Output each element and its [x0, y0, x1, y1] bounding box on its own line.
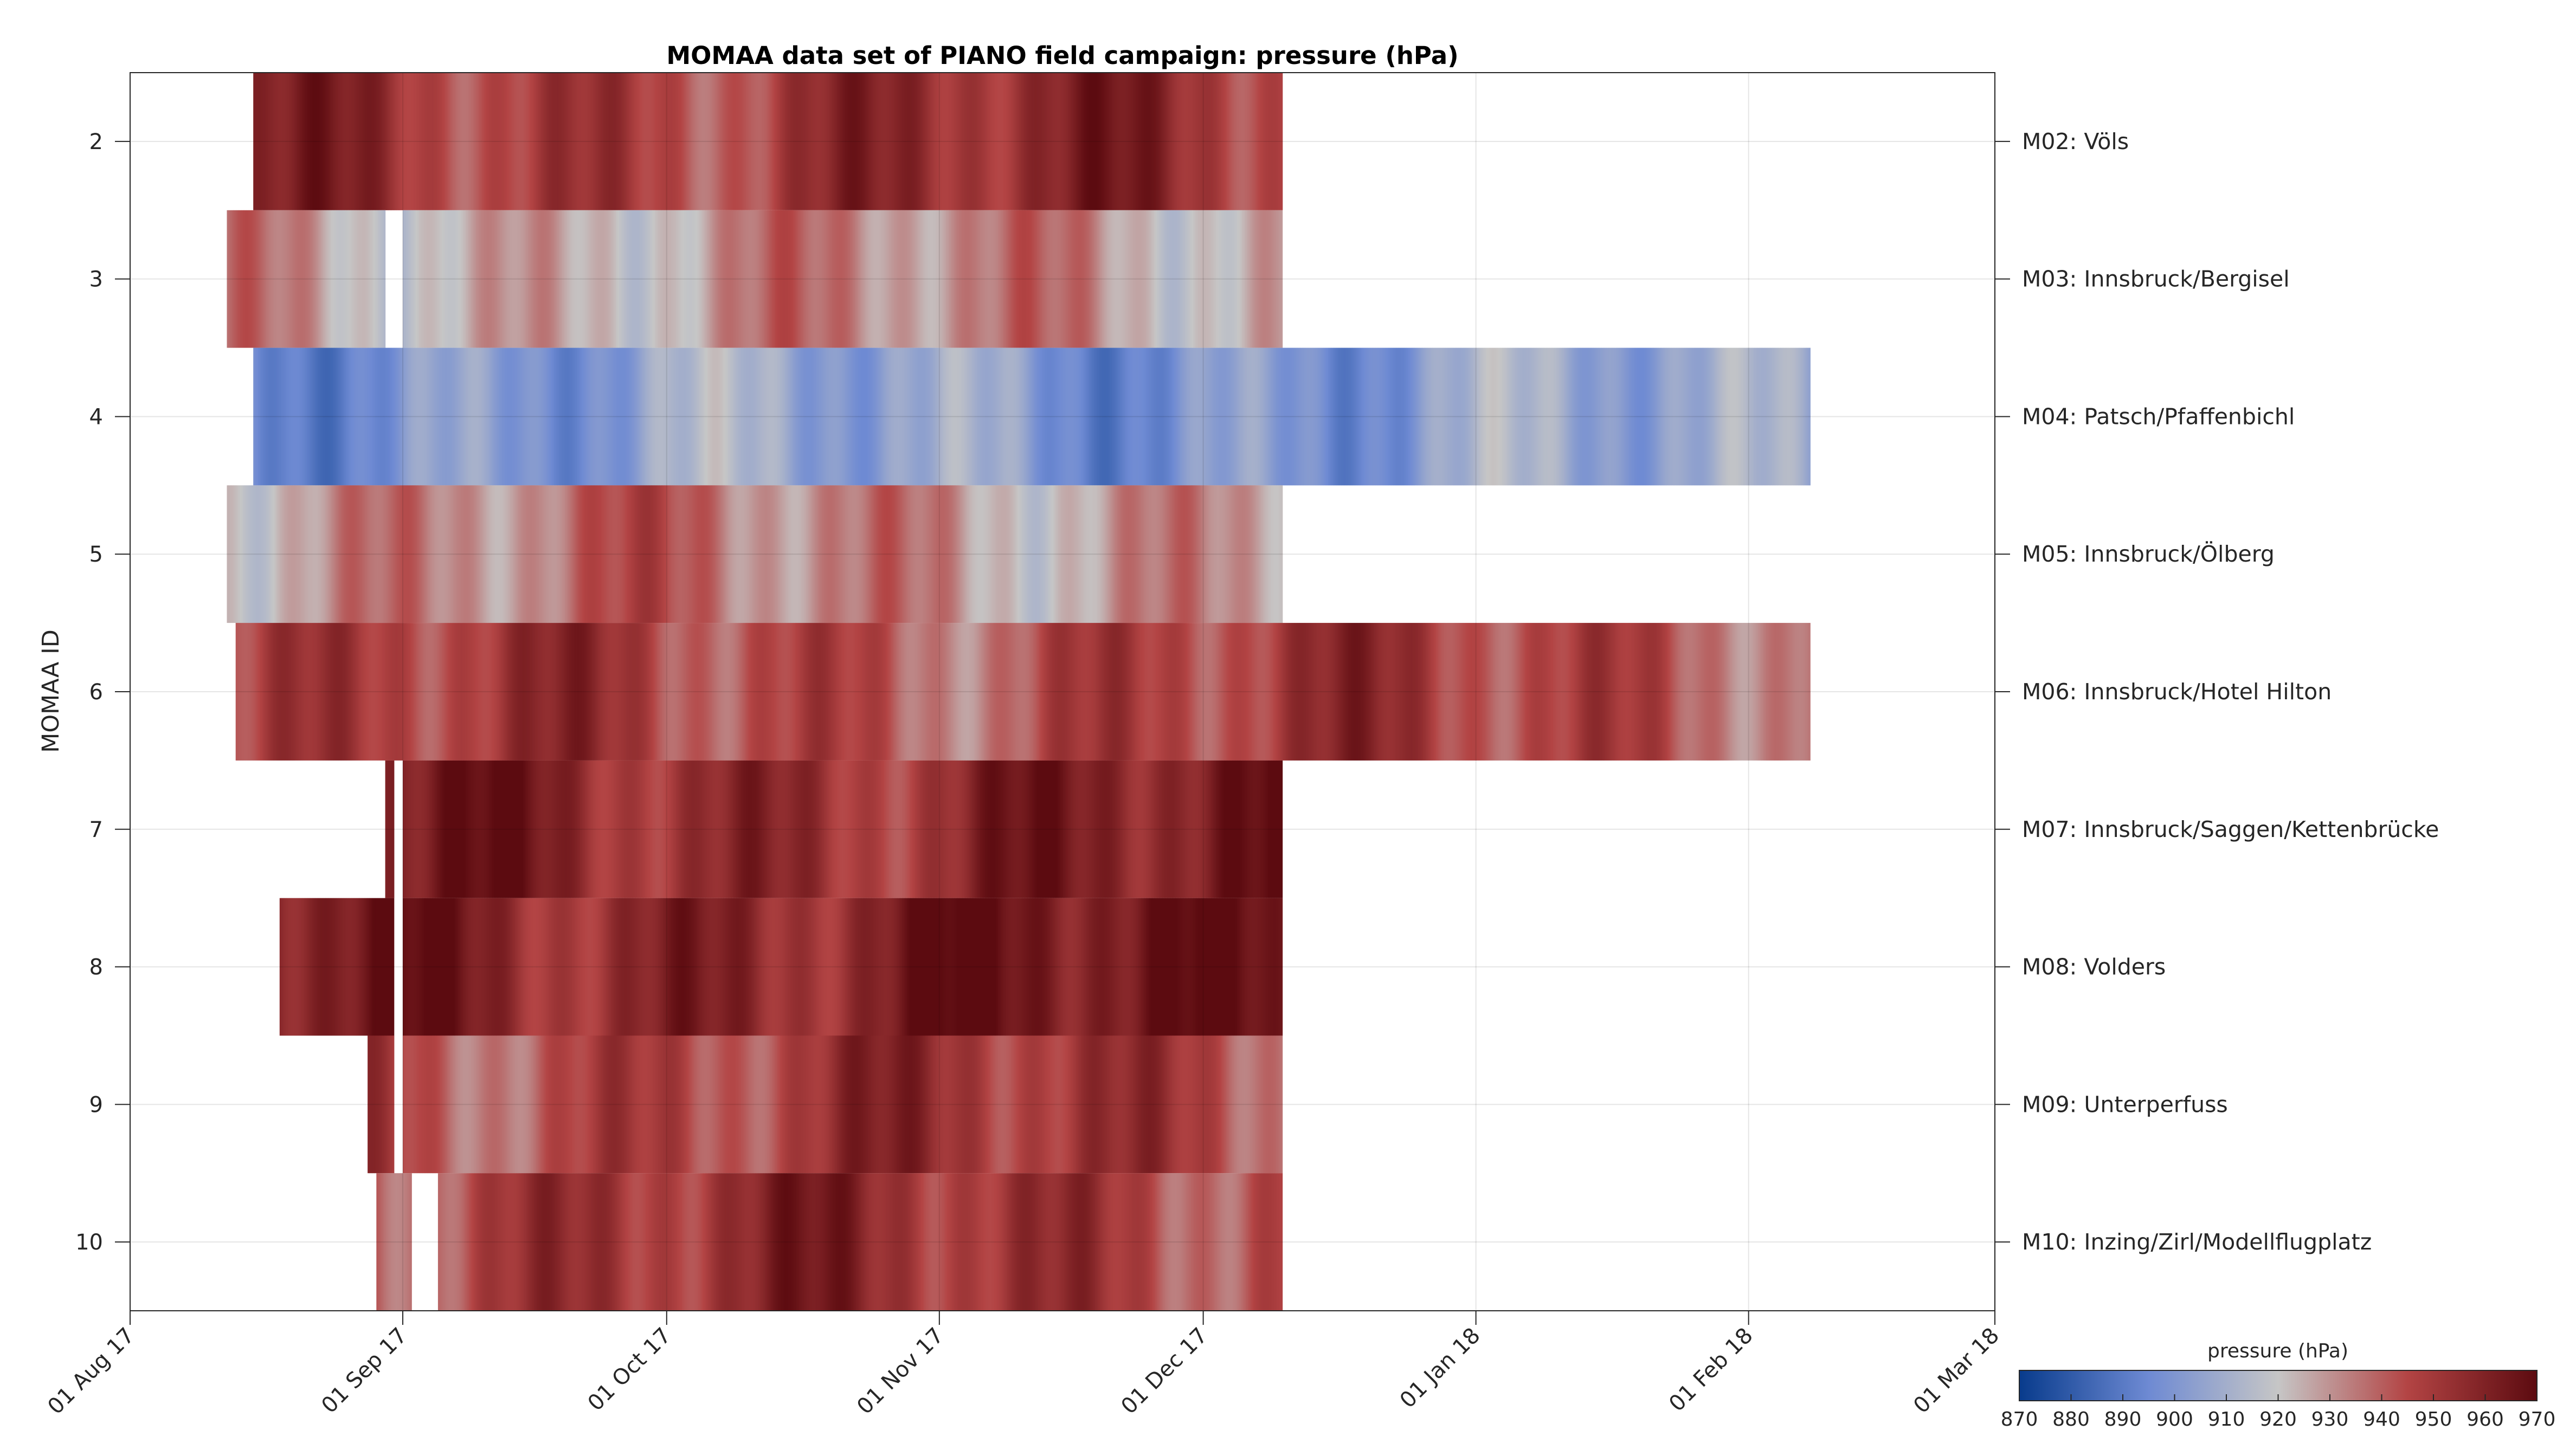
heatmap-segment	[403, 760, 1283, 898]
y-axis-ticks: 2 3 4 5 6 7 8 9 10	[75, 130, 130, 1255]
x-tick-label: 01 Aug 17	[43, 1323, 139, 1420]
station-label: M08: Volders	[2022, 954, 2166, 980]
y-axis-label: MOMAA ID	[37, 629, 65, 753]
plot-area	[130, 72, 1995, 1311]
station-label: M07: Innsbruck/Saggen/Kettenbrücke	[2022, 816, 2439, 842]
colorbar: pressure (hPa) 870 880 890 900 910 920 930 940 9…	[2001, 1340, 2556, 1431]
colorbar-tick-label: 920	[2259, 1408, 2297, 1431]
heatmap-segment	[403, 210, 1283, 348]
heatmap-segment	[403, 1035, 1283, 1174]
y-tick-label: 3	[89, 267, 103, 292]
station-label: M05: Innsbruck/Ölberg	[2022, 541, 2275, 567]
station-label: M06: Innsbruck/Hotel Hilton	[2022, 679, 2332, 705]
x-tick-label: 01 Nov 17	[852, 1323, 949, 1420]
y-tick-label: 8	[89, 955, 103, 980]
y-tick-label: 6	[89, 680, 103, 705]
heatmap-row-7	[385, 760, 1283, 898]
y-tick-label: 5	[89, 542, 103, 567]
colorbar-tick-label: 870	[2001, 1408, 2038, 1431]
heatmap-segment	[253, 347, 1811, 486]
x-tick-label: 01 Dec 17	[1116, 1323, 1212, 1419]
colorbar-ticks: 870 880 890 900 910 920 930 940 950 960 970	[2001, 1394, 2556, 1431]
colorbar-tick-label: 950	[2415, 1408, 2452, 1431]
heatmap-row-4	[253, 347, 1811, 486]
y-tick-label: 10	[75, 1230, 103, 1255]
heatmap-segment	[437, 1173, 1283, 1311]
heatmap-row-9	[368, 1035, 1283, 1174]
x-tick-label: 01 Mar 18	[1909, 1323, 2004, 1419]
heatmap-segment	[227, 210, 386, 348]
heatmap-segment	[368, 1035, 395, 1174]
colorbar-tick-label: 890	[2104, 1408, 2142, 1431]
colorbar-tick-label: 930	[2311, 1408, 2349, 1431]
station-label: M02: Völs	[2022, 128, 2129, 154]
colorbar-label: pressure (hPa)	[2207, 1340, 2348, 1362]
x-tick-label: 01 Sep 17	[317, 1323, 412, 1419]
station-label: M03: Innsbruck/Bergisel	[2022, 266, 2290, 292]
heatmap-segment	[253, 73, 1283, 210]
heatmap-segment	[227, 485, 1283, 623]
heatmap-segment	[279, 898, 395, 1036]
heatmap-row-10	[376, 1173, 1283, 1311]
chart-title: MOMAA data set of PIANO field campaign: …	[666, 41, 1458, 70]
y-tick-label: 4	[89, 404, 103, 429]
x-tick-label: 01 Jan 18	[1395, 1323, 1485, 1413]
heatmap-row-3	[227, 210, 1283, 348]
x-axis-ticks: 01 Aug 17 01 Sep 17 01 Oct 17 01 Nov 17 01 D…	[43, 1311, 2004, 1419]
colorbar-tick-label: 940	[2363, 1408, 2400, 1431]
heatmap-row-2	[253, 73, 1283, 210]
heatmap-segment	[385, 760, 395, 898]
colorbar-tick-label: 910	[2208, 1408, 2245, 1431]
x-tick-label: 01 Feb 18	[1664, 1323, 1758, 1417]
heatmap-row-6	[235, 623, 1811, 761]
colorbar-tick-label: 900	[2156, 1408, 2193, 1431]
y-tick-label: 7	[89, 817, 103, 842]
y-tick-label: 2	[89, 130, 103, 154]
colorbar-tick-label: 880	[2052, 1408, 2090, 1431]
heatmap-row-8	[279, 898, 1283, 1036]
station-labels: M02: Völs M03: Innsbruck/Bergisel M04: Pat…	[1995, 128, 2439, 1255]
station-label: M04: Patsch/Pfaffenbichl	[2022, 403, 2295, 429]
colorbar-tick-label: 970	[2519, 1408, 2556, 1431]
heatmap-row-5	[227, 485, 1283, 623]
station-label: M09: Unterperfuss	[2022, 1091, 2228, 1117]
heatmap-segment	[376, 1173, 412, 1311]
colorbar-tick-label: 960	[2466, 1408, 2504, 1431]
x-tick-label: 01 Oct 17	[583, 1323, 675, 1416]
y-tick-label: 9	[89, 1092, 103, 1117]
heatmap-segment	[235, 623, 1811, 761]
heatmap-segment	[403, 898, 1283, 1036]
heatmap-rows	[227, 73, 1811, 1311]
station-label: M10: Inzing/Zirl/Modellflugplatz	[2022, 1229, 2372, 1255]
